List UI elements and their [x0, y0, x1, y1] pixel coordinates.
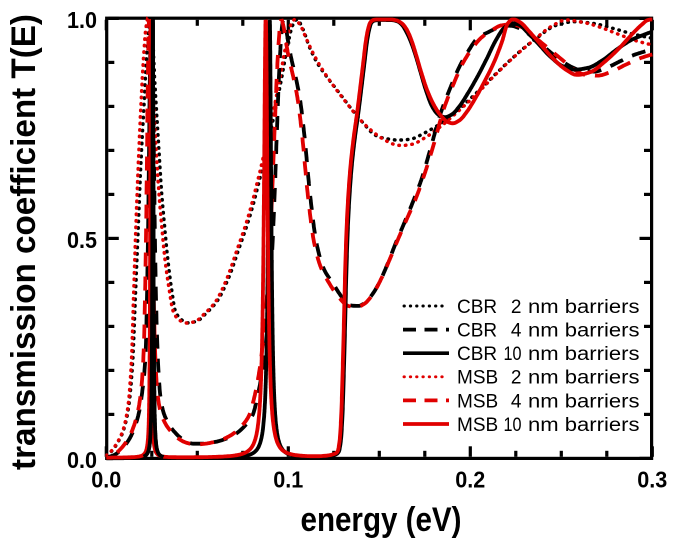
svg-text:transmission coefficient T(E): transmission coefficient T(E)	[5, 14, 43, 470]
svg-text:2: 2	[511, 297, 522, 318]
svg-text:2: 2	[511, 368, 522, 389]
svg-text:energy (eV): energy (eV)	[301, 501, 462, 539]
svg-text:nm barriers: nm barriers	[528, 415, 640, 436]
svg-text:MSB: MSB	[457, 391, 498, 412]
svg-text:CBR: CBR	[457, 321, 497, 342]
svg-text:0.0: 0.0	[91, 467, 121, 493]
svg-text:1.0: 1.0	[67, 7, 97, 33]
svg-text:0.0: 0.0	[67, 447, 97, 473]
svg-text:nm barriers: nm barriers	[528, 321, 640, 342]
svg-text:4: 4	[511, 321, 522, 342]
svg-text:10: 10	[504, 344, 522, 365]
svg-text:nm barriers: nm barriers	[528, 297, 640, 318]
svg-text:MSB: MSB	[457, 368, 498, 389]
svg-text:MSB: MSB	[457, 415, 498, 436]
svg-text:0.5: 0.5	[67, 227, 97, 253]
svg-text:nm barriers: nm barriers	[528, 391, 640, 412]
svg-text:0.1: 0.1	[273, 467, 303, 493]
svg-text:nm barriers: nm barriers	[528, 368, 640, 389]
svg-text:CBR: CBR	[457, 297, 497, 318]
svg-text:4: 4	[511, 391, 522, 412]
svg-text:nm barriers: nm barriers	[528, 344, 640, 365]
svg-text:CBR: CBR	[457, 344, 497, 365]
svg-text:0.2: 0.2	[455, 467, 485, 493]
svg-text:10: 10	[504, 415, 522, 436]
svg-text:0.3: 0.3	[637, 467, 667, 493]
